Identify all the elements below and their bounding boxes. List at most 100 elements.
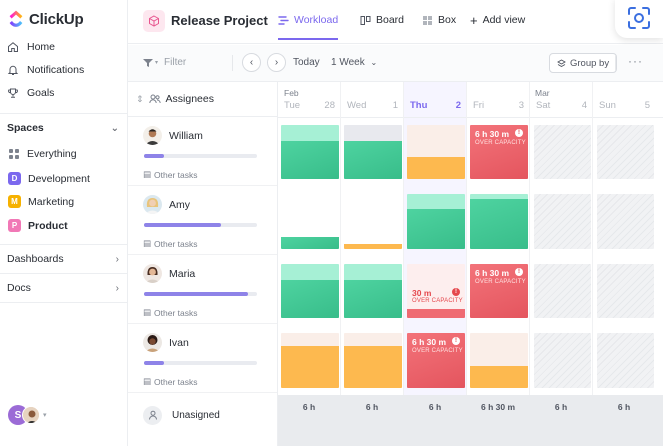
workload-cell[interactable] — [281, 194, 339, 249]
assignee-row[interactable]: William ▤ Other tasks — [128, 117, 277, 186]
workload-cell-off-day — [534, 125, 591, 179]
workload-cell[interactable] — [281, 125, 339, 179]
sidebar-item-everything[interactable]: Everything — [8, 148, 77, 160]
day-total: 6 h — [302, 402, 316, 412]
range-select[interactable]: 1 Week ⌄ — [331, 57, 377, 68]
screenshot-button[interactable] — [615, 0, 663, 38]
scan-icon — [628, 7, 650, 29]
capacity-label: 6 h 30 m — [475, 129, 510, 139]
other-tasks-toggle[interactable]: ▤ Other tasks — [143, 376, 198, 387]
sidebar-item-goals[interactable]: Goals — [7, 87, 54, 99]
people-icon — [148, 94, 161, 104]
info-icon[interactable]: ! — [452, 288, 460, 296]
workload-bar — [144, 361, 257, 365]
today-button[interactable]: Today — [293, 57, 320, 68]
workload-cell-off-day — [597, 125, 654, 179]
unassigned-row[interactable]: Unasigned — [128, 395, 277, 435]
workload-bar-fill — [144, 154, 165, 158]
tab-board[interactable]: Board — [360, 14, 404, 26]
add-view-button[interactable]: + Add view — [470, 14, 525, 27]
tasks-icon: ▤ — [143, 376, 152, 386]
workload-cell[interactable] — [344, 264, 402, 318]
day-header: Tue 28 — [278, 100, 340, 117]
workload-cell[interactable] — [281, 264, 339, 318]
assignee-row[interactable]: Amy ▤ Other tasks — [128, 186, 277, 255]
toolbar: ▾ Filter ‹ › Today 1 Week ⌄ Group by ··· — [128, 45, 663, 82]
filter-input[interactable]: ▾ Filter — [142, 57, 186, 68]
workload-cell[interactable] — [407, 194, 465, 249]
workload-cell-over-capacity[interactable]: 6 h 30 m OVER CAPACITY ! — [470, 264, 528, 318]
sidebar-item-home[interactable]: Home — [7, 41, 55, 53]
assignee-name: William — [169, 130, 203, 142]
sort-icon[interactable]: ⇕ — [136, 93, 144, 104]
sidebar-item-marketing[interactable]: M Marketing — [8, 195, 74, 208]
day-header-today: Thu 2 — [404, 100, 466, 117]
info-icon[interactable]: ! — [452, 337, 460, 345]
sidebar-item-product[interactable]: P Product — [8, 219, 68, 232]
other-tasks-label: Other tasks — [154, 238, 198, 249]
workload-cell-over-capacity[interactable]: 6 h 30 m OVER CAPACITY ! — [407, 333, 465, 388]
day-number: 1 — [392, 100, 398, 111]
group-by-button[interactable]: Group by — [549, 53, 618, 73]
workload-cell-off-day — [534, 333, 591, 388]
day-header: Wed 1 — [341, 100, 403, 117]
docs-header[interactable]: Docs › — [7, 282, 119, 294]
workload-cell[interactable] — [344, 194, 402, 249]
other-tasks-toggle[interactable]: ▤ Other tasks — [143, 307, 198, 318]
sidebar-item-development[interactable]: D Development — [8, 172, 90, 185]
user-menu[interactable]: S ▾ — [8, 405, 47, 425]
prev-button[interactable]: ‹ — [242, 53, 261, 72]
unassigned-label: Unasigned — [172, 409, 220, 421]
filter-placeholder: Filter — [164, 57, 187, 68]
day-header: Fri 3 — [467, 100, 529, 117]
info-icon[interactable]: ! — [515, 129, 523, 137]
dashboards-header[interactable]: Dashboards › — [7, 253, 119, 265]
sidebar-item-notifications[interactable]: Notifications — [7, 64, 84, 76]
workload-cell[interactable] — [470, 333, 528, 388]
spaces-header[interactable]: Spaces ⌄ — [7, 122, 119, 134]
chevron-right-icon: › — [115, 253, 119, 265]
assignee-row[interactable]: Ivan ▤ Other tasks — [128, 324, 277, 393]
day-name: Sat — [536, 100, 551, 111]
over-capacity-label: OVER CAPACITY — [412, 348, 463, 354]
assignee-row[interactable]: Maria ▤ Other tasks — [128, 255, 277, 324]
clickup-logo-icon — [9, 10, 23, 27]
day-header: Sat 4 — [530, 100, 592, 117]
workload-cell-over-capacity[interactable]: 6 h 30 m OVER CAPACITY ! — [470, 125, 528, 179]
trophy-icon — [8, 88, 18, 98]
over-capacity-label: OVER CAPACITY — [475, 140, 526, 146]
over-capacity-label: OVER CAPACITY — [475, 279, 526, 285]
workload-cell[interactable] — [344, 333, 402, 388]
workload-grid: Feb Mar Tue 28 Wed 1 Thu 2 Fri 3 Sat 4 Sun 5 6… — [278, 82, 663, 446]
tab-workload[interactable]: Workload — [278, 14, 339, 40]
layers-icon — [557, 58, 566, 67]
avatar — [143, 333, 162, 352]
workload-cell[interactable] — [281, 333, 339, 388]
other-tasks-toggle[interactable]: ▤ Other tasks — [143, 238, 198, 249]
chevron-down-icon: ⌄ — [110, 122, 119, 134]
brand[interactable]: ClickUp — [8, 10, 84, 28]
more-options-icon[interactable]: ··· — [628, 54, 643, 68]
workload-cell[interactable] — [344, 125, 402, 179]
day-name: Wed — [347, 100, 367, 111]
box-icon — [423, 15, 432, 25]
sidebar-item-label: Goals — [27, 87, 55, 99]
workload-cell-over-capacity[interactable]: 30 m OVER CAPACITY ! — [407, 264, 465, 318]
workload-bar-fill — [144, 223, 221, 227]
tasks-icon: ▤ — [143, 169, 152, 179]
info-icon[interactable]: ! — [515, 268, 523, 276]
tab-label: Box — [438, 14, 457, 26]
space-badge: P — [8, 219, 21, 232]
other-tasks-toggle[interactable]: ▤ Other tasks — [143, 169, 198, 180]
workload-cell-off-day — [534, 194, 591, 249]
next-button[interactable]: › — [267, 53, 286, 72]
workload-cell[interactable] — [470, 194, 528, 249]
assignee-column: ⇕ Assignees William ▤ Other tasks Amy ▤ Ot… — [128, 82, 278, 446]
other-tasks-label: Other tasks — [154, 169, 198, 180]
workload-cell[interactable] — [407, 125, 465, 179]
workload-cell-off-day — [597, 264, 654, 318]
tab-box[interactable]: Box — [422, 14, 456, 26]
column-divider — [403, 82, 404, 395]
header-divider — [278, 117, 663, 118]
spaces-label: Spaces — [7, 122, 44, 134]
